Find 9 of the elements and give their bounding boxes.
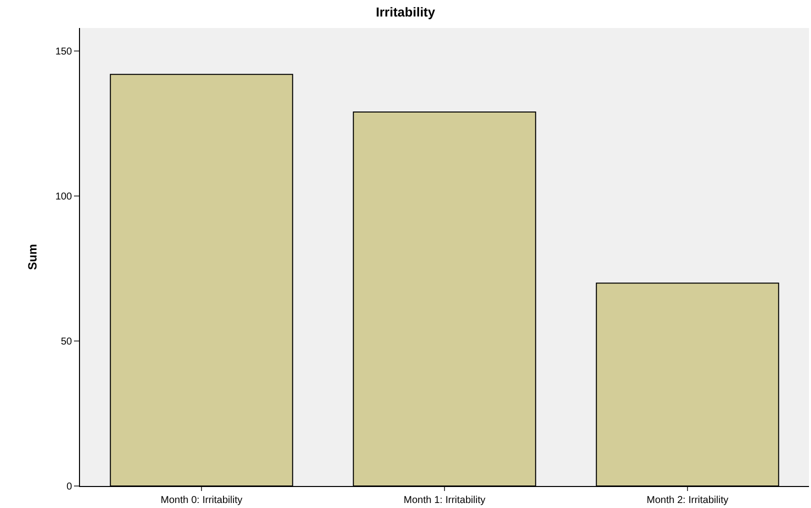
y-tick-label: 150 — [55, 46, 72, 58]
y-tick-label: 50 — [60, 336, 72, 348]
chart-title: Irritability — [376, 4, 436, 20]
y-tick-label: 0 — [66, 482, 72, 492]
x-tick-label: Month 1: Irritability — [404, 495, 486, 506]
y-tick-label: 100 — [55, 192, 72, 203]
x-tick-label: Month 2: Irritability — [646, 495, 728, 506]
y-axis-title: Sum — [26, 244, 40, 270]
x-tick-label: Month 0: Irritability — [160, 495, 242, 506]
